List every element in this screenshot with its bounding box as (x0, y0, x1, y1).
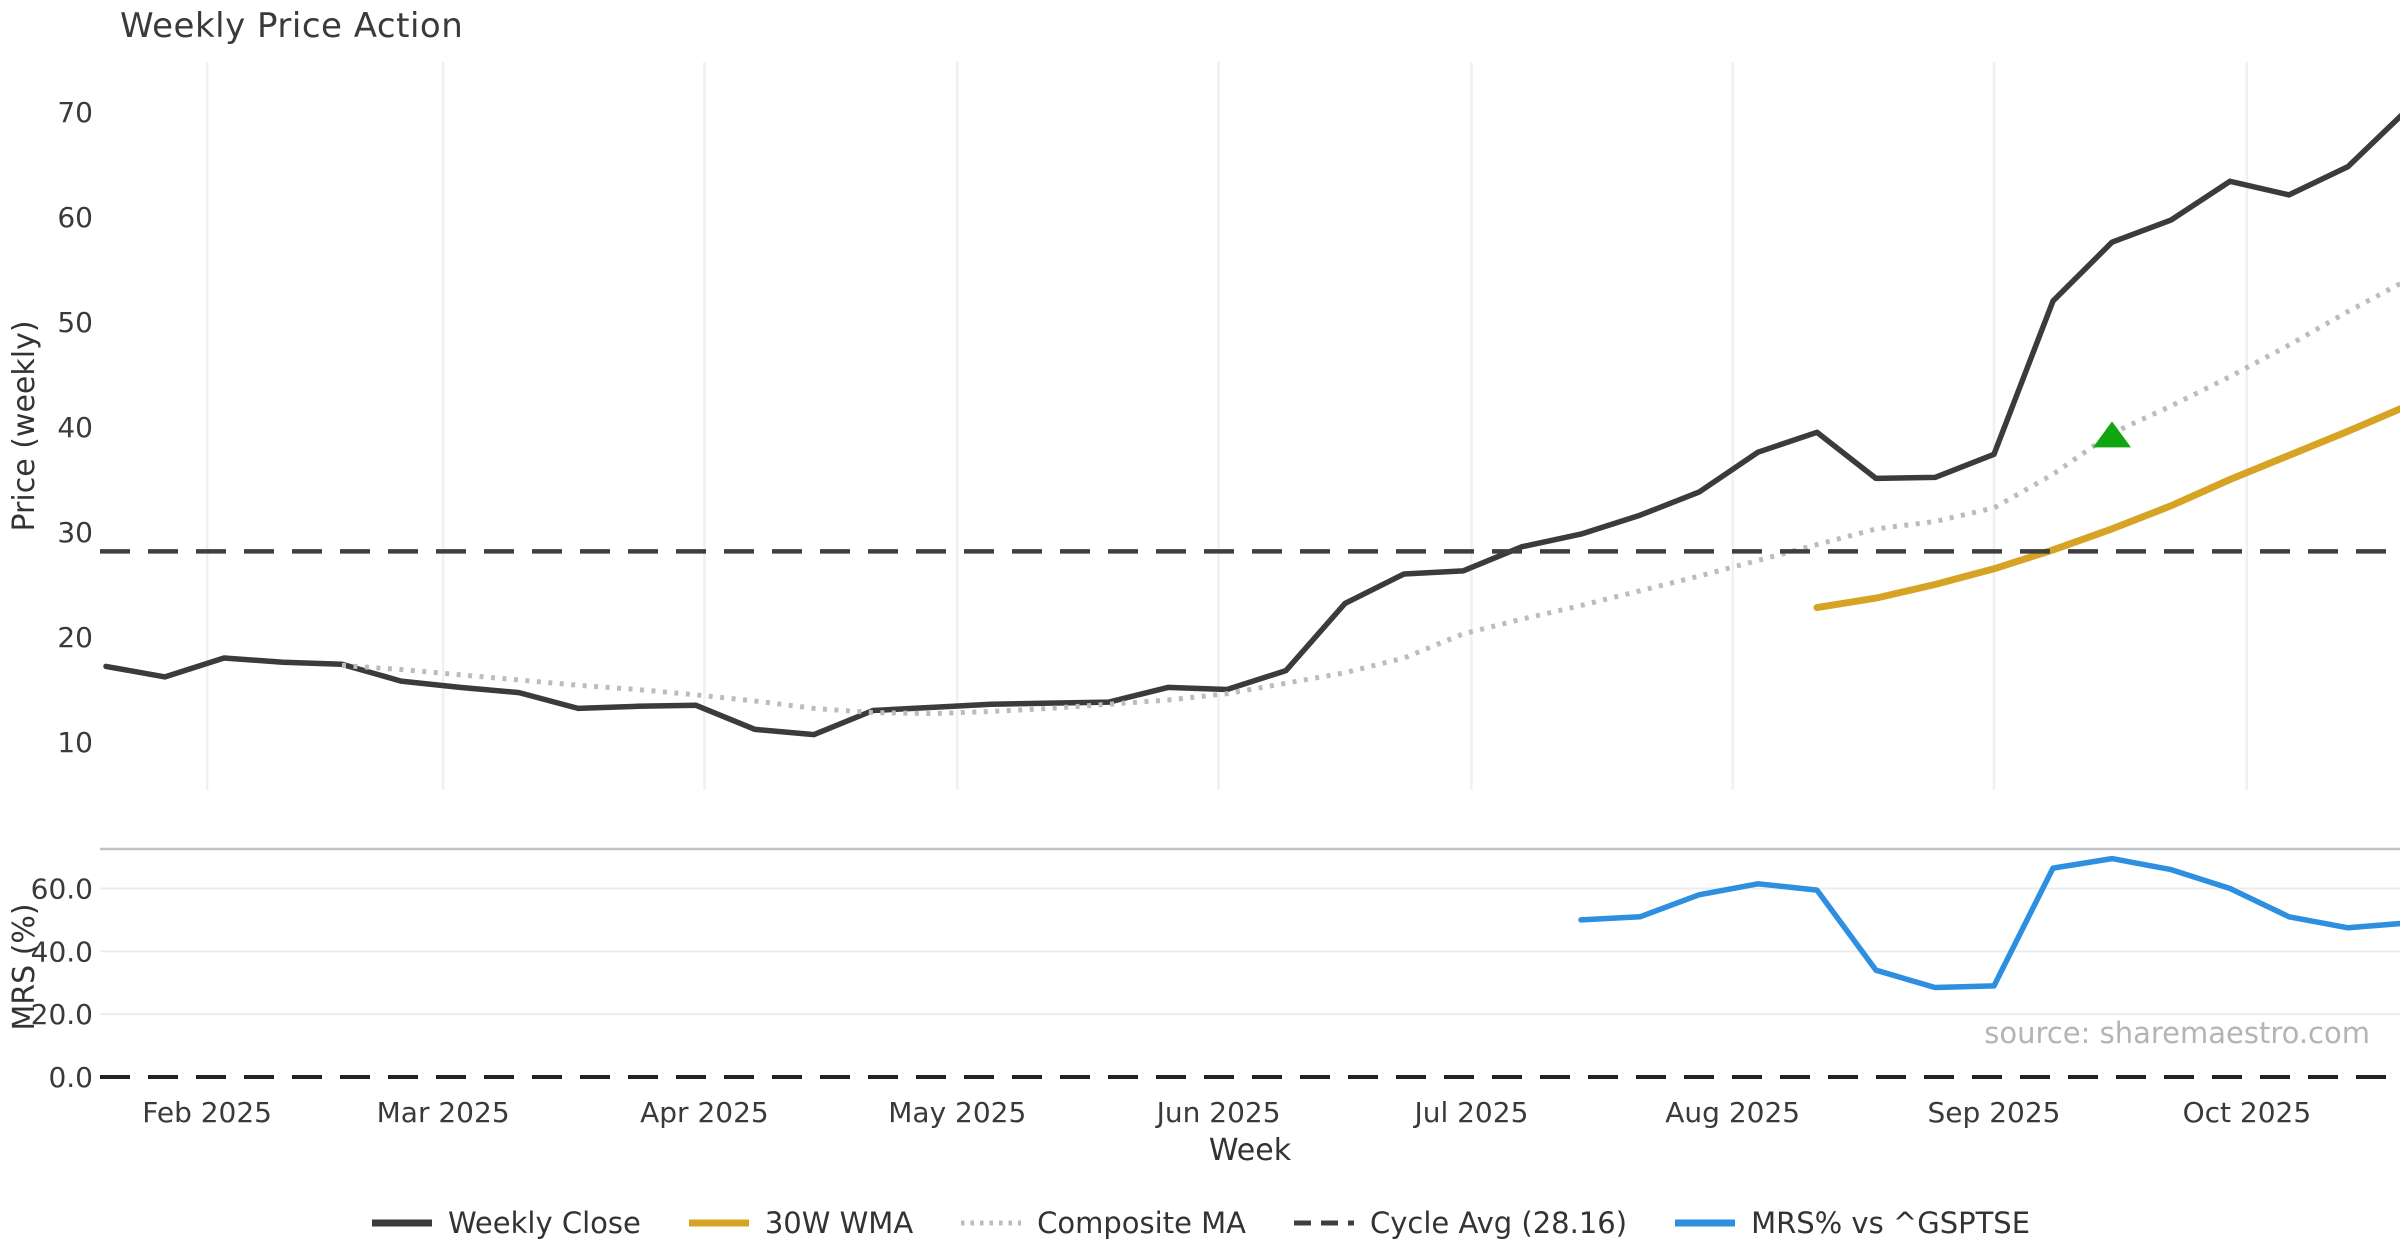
x-tick-label: Apr 2025 (640, 1096, 769, 1129)
legend-label: MRS% vs ^GSPTSE (1751, 1206, 2031, 1240)
x-tick-label: Aug 2025 (1665, 1096, 1800, 1129)
x-tick-label: Jul 2025 (1412, 1096, 1528, 1129)
series-mrs-vs-gsptse (1578, 855, 2400, 991)
legend-item-weekly-close: Weekly Close (370, 1206, 641, 1240)
week-axis-label: Week (1209, 1133, 1292, 1168)
legend-swatch-dashed-line (1294, 1220, 1355, 1226)
chart-legend: Weekly Close 30W WMA Composite MA Cycle Avg… (0, 1206, 2400, 1240)
series-weekly-close (103, 112, 2400, 738)
mrs-y-tick-label: 60.0 (31, 872, 93, 905)
mrs-y-tick-label: 0.0 (48, 1061, 93, 1094)
series-30w-wma (1813, 405, 2400, 612)
legend-swatch-solid-line (688, 1219, 749, 1227)
x-tick-label: May 2025 (888, 1096, 1026, 1129)
mrs-y-tick-label: 20.0 (31, 998, 93, 1031)
legend-item-30w-wma: 30W WMA (687, 1206, 913, 1240)
legend-label: Composite MA (1037, 1206, 1247, 1240)
legend-label: Weekly Close (447, 1206, 641, 1240)
price-y-tick-label: 10 (57, 726, 93, 759)
price-y-tick-label: 40 (57, 411, 93, 444)
x-tick-label: Oct 2025 (2183, 1096, 2312, 1129)
legend-item-cycle-avg-28-16-: Cycle Avg (28.16) (1292, 1206, 1627, 1240)
chart-title: Weekly Price Action (120, 6, 464, 46)
source-attribution: source: sharemaestro.com (1984, 1016, 2370, 1050)
price-y-tick-label: 30 (57, 516, 93, 549)
price-y-tick-label: 60 (57, 201, 93, 234)
price-axis-label: Price (weekly) (7, 320, 42, 531)
price-y-tick-label: 70 (57, 96, 93, 129)
x-tick-label: Mar 2025 (377, 1096, 510, 1129)
legend-label: Cycle Avg (28.16) (1370, 1206, 1628, 1240)
legend-swatch-solid-line (1675, 1219, 1736, 1227)
mrs-axis-label: MRS (%) (7, 903, 42, 1030)
legend-swatch-dotted-line (961, 1220, 1022, 1226)
series-composite-ma (341, 280, 2400, 717)
mrs-y-tick-label: 40.0 (31, 935, 93, 968)
legend-item-mrs-vs-gsptse: MRS% vs ^GSPTSE (1673, 1206, 2030, 1240)
legend-item-composite-ma: Composite MA (959, 1206, 1246, 1240)
x-tick-label: Sep 2025 (1928, 1096, 2061, 1129)
legend-label: 30W WMA (764, 1206, 914, 1240)
x-tick-label: Jun 2025 (1155, 1096, 1281, 1129)
legend-swatch-solid-line (371, 1219, 432, 1227)
price-y-tick-label: 20 (57, 621, 93, 654)
x-tick-label: Feb 2025 (142, 1096, 272, 1129)
price-y-tick-label: 50 (57, 306, 93, 339)
signal-triangle-marker (2093, 421, 2131, 448)
